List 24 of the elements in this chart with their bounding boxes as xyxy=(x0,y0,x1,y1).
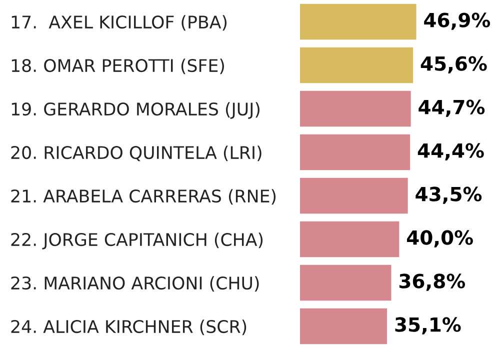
y-tick-label: 20. RICARDO QUINTELA (LRI) xyxy=(11,146,262,162)
bar xyxy=(300,134,410,170)
bar xyxy=(300,47,414,84)
data-label: 46,9% xyxy=(424,12,490,30)
bar xyxy=(300,308,388,344)
y-tick-label: 21. ARABELA CARRERAS (RNE) xyxy=(11,189,276,205)
y-tick-label: 23. MARIANO ARCIONI (CHU) xyxy=(11,276,259,292)
y-tick-label: 24. ALICIA KIRCHNER (SCR) xyxy=(11,320,246,336)
data-label: 35,1% xyxy=(395,317,461,334)
data-label: 44,7% xyxy=(418,100,485,117)
data-label: 40,0% xyxy=(406,230,473,248)
y-tick-label: 17. AXEL KICILLOF (PBA) xyxy=(12,15,227,31)
data-label: 36,8% xyxy=(399,274,466,291)
data-label: 44,4% xyxy=(418,143,484,160)
bar xyxy=(300,264,392,301)
bar xyxy=(300,90,411,127)
y-tick-label: 22. JORGE CAPITANICH (CHA) xyxy=(11,232,263,250)
bar xyxy=(300,221,400,258)
y-tick-label: 19. GERARDO MORALES (JUJ) xyxy=(12,102,260,119)
y-tick-label: 18. OMAR PEROTTI (SFE) xyxy=(12,58,224,74)
data-label: 43,5% xyxy=(416,186,482,204)
bar xyxy=(300,4,416,40)
bar xyxy=(300,178,408,214)
data-label: 45,6% xyxy=(420,56,487,74)
